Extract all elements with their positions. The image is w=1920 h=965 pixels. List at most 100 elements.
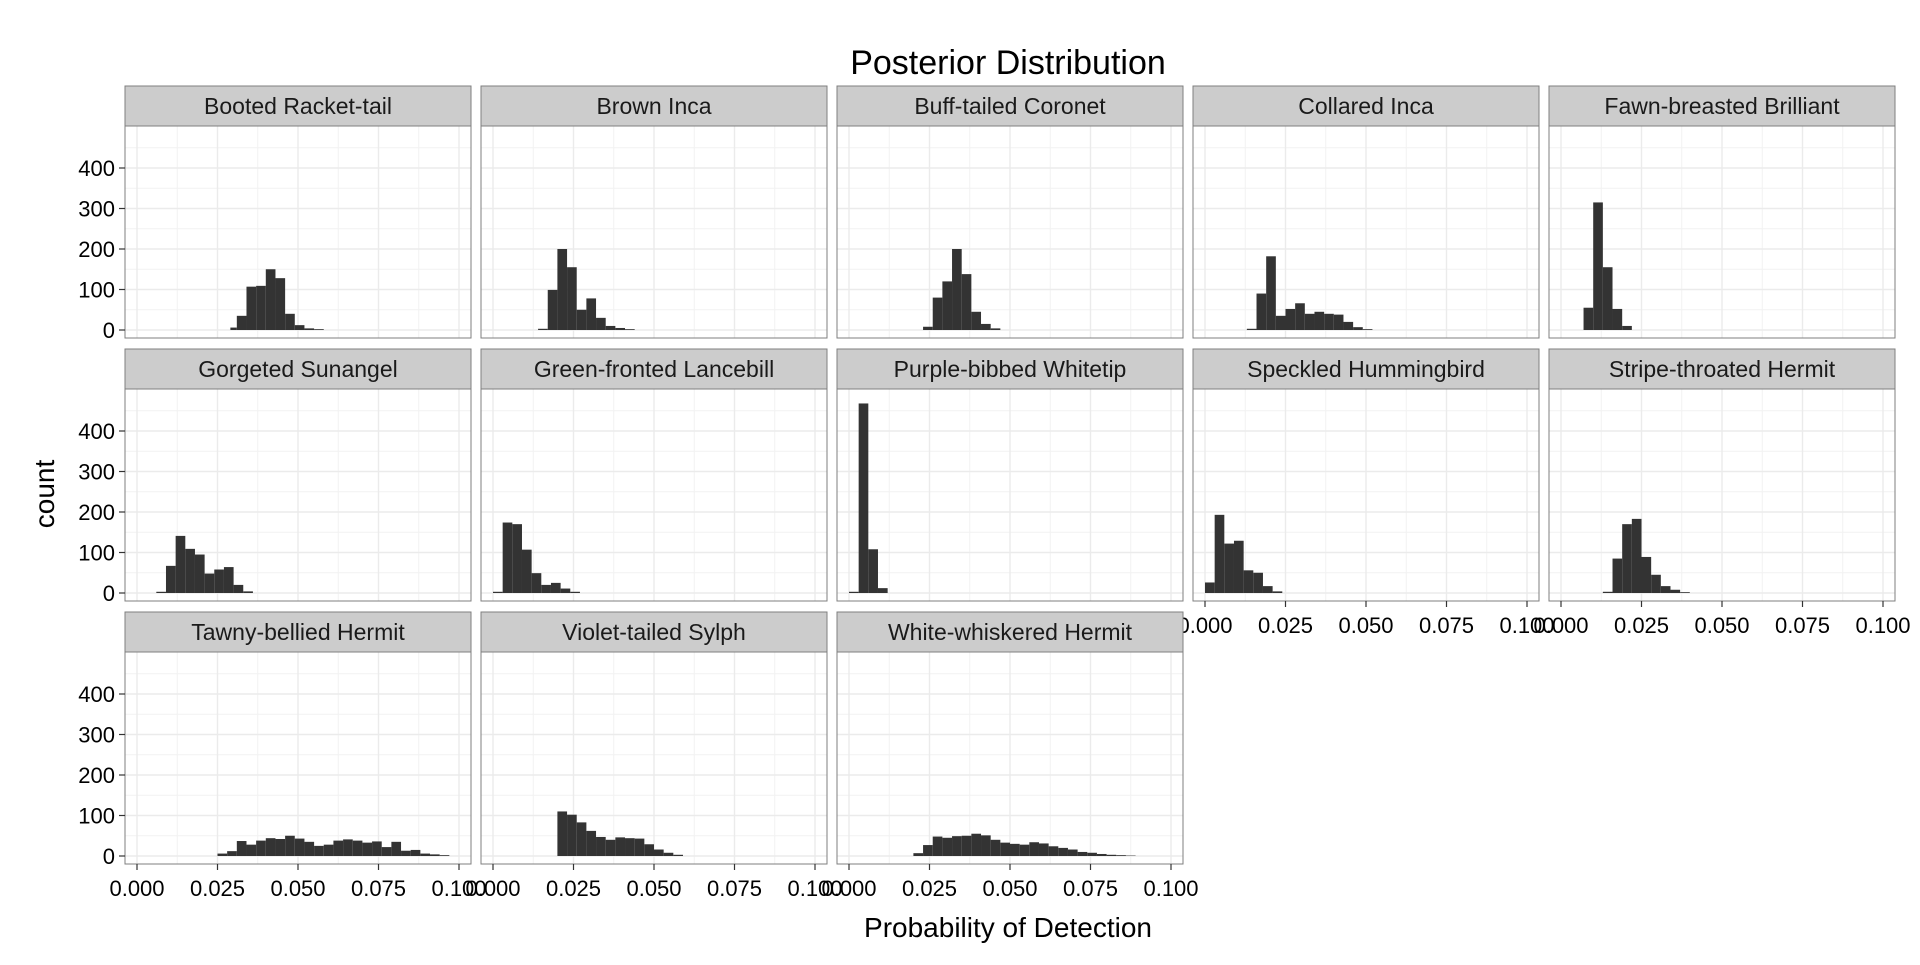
- x-tick-label: 0.000: [1533, 613, 1588, 638]
- histogram-bar: [606, 326, 616, 330]
- histogram-bar: [1244, 570, 1254, 593]
- facet-panel-purple-bibbed-whitetip: Purple-bibbed Whitetip: [837, 349, 1183, 601]
- facet-strip-label: Gorgeted Sunangel: [198, 356, 398, 382]
- histogram-bar: [420, 854, 430, 856]
- histogram-bar: [615, 837, 625, 856]
- histogram-bar: [548, 290, 558, 330]
- histogram-bar: [314, 329, 324, 330]
- histogram-bar: [991, 328, 1001, 330]
- histogram-bar: [615, 328, 625, 330]
- facet-strip-label: Violet-tailed Sylph: [562, 619, 746, 645]
- histogram-bar: [1661, 586, 1671, 593]
- histogram-bar: [237, 316, 247, 330]
- histogram-bar: [1324, 314, 1334, 330]
- histogram-bar: [1603, 592, 1613, 593]
- histogram-bar: [333, 841, 343, 856]
- x-axis-title: Probability of Detection: [864, 912, 1152, 943]
- histogram-bar: [913, 853, 923, 856]
- histogram-bar: [176, 536, 186, 593]
- histogram-bar: [952, 836, 962, 856]
- histogram-bar: [1010, 844, 1020, 856]
- histogram-bar: [1305, 314, 1315, 330]
- histogram-bar: [1068, 850, 1078, 856]
- histogram-bar: [1263, 586, 1273, 593]
- histogram-bar: [1334, 315, 1344, 330]
- facet-strip-label: Speckled Hummingbird: [1247, 356, 1485, 382]
- histogram-bar: [411, 850, 421, 856]
- chart-title: Posterior Distribution: [850, 44, 1166, 82]
- histogram-bar: [962, 274, 972, 330]
- histogram-bar: [1205, 582, 1215, 593]
- histogram-bar: [1651, 575, 1661, 593]
- histogram-bar: [1087, 853, 1097, 856]
- histogram-bar: [372, 841, 382, 856]
- x-tick-label: 0.050: [626, 876, 681, 901]
- histogram-bar: [230, 328, 236, 330]
- histogram-bar: [586, 831, 596, 856]
- histogram-bar: [218, 854, 228, 856]
- histogram-bar: [538, 329, 548, 330]
- facet-strip-label: White-whiskered Hermit: [888, 619, 1133, 645]
- histogram-bar: [1116, 855, 1126, 856]
- histogram-bar: [1613, 309, 1623, 330]
- histogram-bar: [275, 839, 285, 856]
- histogram-bar: [185, 549, 195, 593]
- histogram-bar: [1078, 852, 1088, 856]
- histogram-bar: [493, 592, 503, 593]
- histogram-bar: [237, 841, 247, 856]
- histogram-bar: [401, 851, 411, 856]
- histogram-bar: [1642, 557, 1652, 593]
- histogram-bar: [654, 850, 664, 856]
- histogram-bar: [1215, 515, 1225, 593]
- facet-strip-label: Collared Inca: [1298, 93, 1434, 119]
- histogram-bar: [1058, 848, 1068, 856]
- histogram-bar: [304, 328, 314, 330]
- y-axis-title: count: [29, 460, 60, 529]
- y-tick-label: 0: [103, 844, 115, 869]
- histogram-bar: [382, 847, 392, 856]
- facet-strip-label: Stripe-throated Hermit: [1609, 356, 1836, 382]
- y-tick-label: 200: [78, 763, 115, 788]
- x-tick-label: 0.075: [707, 876, 762, 901]
- x-tick-label: 0.000: [465, 876, 520, 901]
- histogram-bar: [522, 550, 532, 593]
- histogram-bar: [1343, 322, 1353, 330]
- histogram-bar: [664, 853, 674, 856]
- histogram-bar: [1247, 329, 1257, 330]
- x-tick-label: 0.025: [1258, 613, 1313, 638]
- x-tick-label: 0.025: [902, 876, 957, 901]
- histogram-bar: [1234, 541, 1244, 593]
- y-tick-label: 0: [103, 581, 115, 606]
- histogram-bar: [243, 591, 253, 593]
- histogram-bar: [567, 815, 577, 856]
- histogram-bar: [430, 854, 440, 856]
- histogram-bar: [981, 835, 991, 856]
- histogram-bar: [933, 298, 943, 330]
- histogram-bar: [512, 524, 522, 593]
- histogram-bar: [503, 523, 513, 593]
- y-tick-label: 300: [78, 723, 115, 748]
- histogram-bar: [1603, 267, 1613, 330]
- histogram-bar: [644, 844, 654, 856]
- histogram-bar: [1622, 524, 1632, 593]
- histogram-bar: [256, 286, 266, 330]
- histogram-bar: [285, 314, 295, 330]
- y-tick-label: 300: [78, 197, 115, 222]
- facet-strip-label: Purple-bibbed Whitetip: [894, 356, 1127, 382]
- histogram-bar: [266, 269, 276, 330]
- x-tick-label: 0.100: [1143, 876, 1198, 901]
- histogram-bar: [1029, 842, 1039, 856]
- histogram-bar: [557, 811, 567, 856]
- histogram-bar: [314, 846, 324, 856]
- y-tick-label: 400: [78, 419, 115, 444]
- histogram-bar: [933, 837, 943, 856]
- histogram-bar: [166, 566, 176, 593]
- histogram-bar: [266, 838, 276, 856]
- histogram-bar: [440, 855, 450, 856]
- histogram-bar: [1584, 308, 1594, 330]
